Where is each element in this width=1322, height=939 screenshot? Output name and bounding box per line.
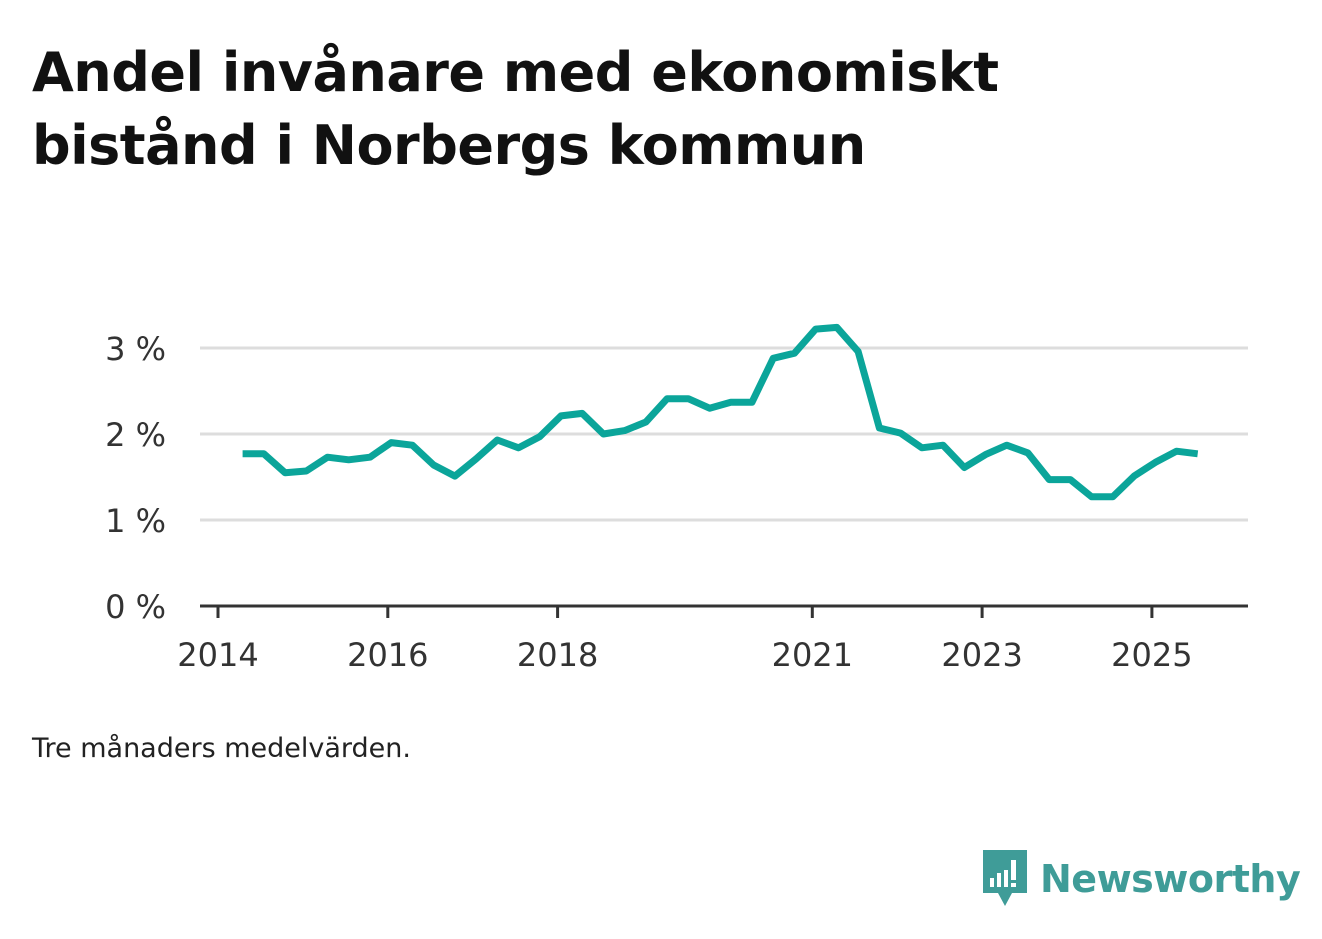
data-point (1195, 451, 1201, 457)
data-point (600, 431, 606, 437)
series (240, 323, 1201, 501)
data-point (346, 457, 352, 463)
data-point (1004, 442, 1010, 448)
data-point (1089, 494, 1095, 500)
data-point (303, 468, 309, 474)
data-point (409, 442, 415, 448)
data-point (707, 405, 713, 411)
data-point (240, 451, 246, 457)
data-point (855, 348, 861, 354)
x-tick-label: 2023 (941, 636, 1022, 674)
data-point (983, 452, 989, 458)
data-point (940, 442, 946, 448)
data-point (664, 396, 670, 402)
brand-name: Newsworthy (1040, 857, 1301, 901)
x-axis: 2014 2016 2018 2021 2023 2025 (177, 604, 1248, 674)
data-point (813, 326, 819, 332)
data-point (261, 451, 267, 457)
y-tick-label: 2 % (105, 416, 166, 454)
chart-note: Tre månaders medelvärden. (32, 733, 411, 764)
data-point (1025, 450, 1031, 456)
x-tick-label: 2021 (772, 636, 853, 674)
data-point (473, 456, 479, 462)
data-point (537, 434, 543, 440)
data-point (1152, 459, 1158, 465)
data-point (494, 437, 500, 443)
data-point (834, 324, 840, 330)
x-tick-label: 2025 (1111, 636, 1192, 674)
data-point (1110, 494, 1116, 500)
data-point (898, 430, 904, 436)
x-tick-label: 2014 (177, 636, 258, 674)
y-tick-label: 3 % (105, 330, 166, 368)
data-point (367, 454, 373, 460)
data-point (876, 425, 882, 431)
data-point (579, 410, 585, 416)
y-axis-labels: 0 % 1 % 2 % 3 % (105, 330, 166, 626)
data-point (516, 445, 522, 451)
data-point (431, 462, 437, 468)
data-point (728, 399, 734, 405)
data-point (452, 473, 458, 479)
data-point (388, 440, 394, 446)
data-point (685, 396, 691, 402)
series-line-0 (242, 323, 1199, 501)
data-point (749, 399, 755, 405)
data-point (961, 465, 967, 471)
data-point (622, 428, 628, 434)
gridlines (200, 346, 1248, 522)
data-point (1131, 473, 1137, 479)
data-point (558, 413, 564, 419)
data-point (919, 445, 925, 451)
data-point (1174, 448, 1180, 454)
data-point (1067, 477, 1073, 483)
chart-title: Andel invånare med ekonomiskt bistånd i … (32, 41, 999, 177)
y-tick-label: 0 % (105, 588, 166, 626)
newsworthy-logo-icon (983, 850, 1027, 906)
y-tick-label: 1 % (105, 502, 166, 540)
data-point (282, 470, 288, 476)
data-point (1046, 477, 1052, 483)
x-tick-label: 2016 (347, 636, 428, 674)
data-point (643, 419, 649, 425)
data-point (325, 454, 331, 460)
data-point (792, 350, 798, 356)
x-tick-label: 2018 (517, 636, 598, 674)
newsworthy-logo: Newsworthy (980, 848, 1301, 910)
data-point (770, 355, 776, 361)
